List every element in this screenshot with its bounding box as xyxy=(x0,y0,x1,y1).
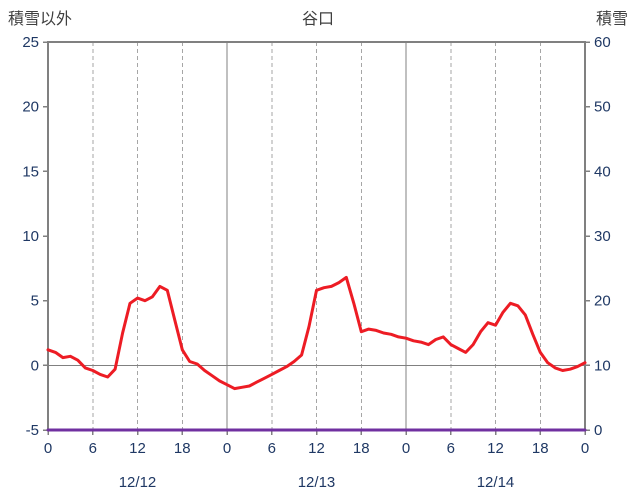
x-axis-tick-label: 0 xyxy=(44,440,52,457)
x-axis-tick-label: 0 xyxy=(402,440,410,457)
chart-title: 谷口 xyxy=(301,11,334,28)
right-axis-tick-label: 30 xyxy=(594,228,611,245)
x-axis-tick-label: 18 xyxy=(353,440,370,457)
x-axis-tick-label: 12 xyxy=(308,440,325,457)
x-axis-day-label: 12/14 xyxy=(477,474,515,491)
right-axis-title: 積雪 xyxy=(595,11,628,28)
right-axis-tick-label: 0 xyxy=(594,422,602,439)
left-axis-tick-label: 5 xyxy=(31,293,39,310)
non-snow-series-line xyxy=(46,275,587,391)
left-axis-tick-label: 15 xyxy=(22,163,39,180)
x-axis-tick-label: 18 xyxy=(532,440,549,457)
x-axis-tick-label: 6 xyxy=(268,440,276,457)
x-axis-tick-label: 12 xyxy=(129,440,146,457)
x-axis-day-label: 12/12 xyxy=(119,474,157,491)
x-axis-tick-label: 6 xyxy=(447,440,455,457)
left-axis-tick-label: 0 xyxy=(31,357,39,374)
left-axis-tick-label: 20 xyxy=(22,99,39,116)
x-axis-tick-label: 0 xyxy=(223,440,231,457)
right-axis-tick-label: 60 xyxy=(594,34,611,51)
left-axis-title: 積雪以外 xyxy=(8,11,73,28)
x-axis-tick-label: 18 xyxy=(174,440,191,457)
x-axis-day-label: 12/13 xyxy=(298,474,336,491)
x-axis-tick-label: 12 xyxy=(487,440,504,457)
left-axis-tick-label: 10 xyxy=(22,228,39,245)
left-axis-tick-label: 25 xyxy=(22,34,39,51)
left-axis-tick-label: -5 xyxy=(26,422,39,439)
x-axis-tick-label: 6 xyxy=(89,440,97,457)
right-axis-tick-label: 20 xyxy=(594,293,611,310)
right-axis-tick-label: 40 xyxy=(594,163,611,180)
right-axis-tick-label: 50 xyxy=(594,99,611,116)
right-axis-tick-label: 10 xyxy=(594,357,611,374)
x-axis-tick-label: 0 xyxy=(581,440,589,457)
